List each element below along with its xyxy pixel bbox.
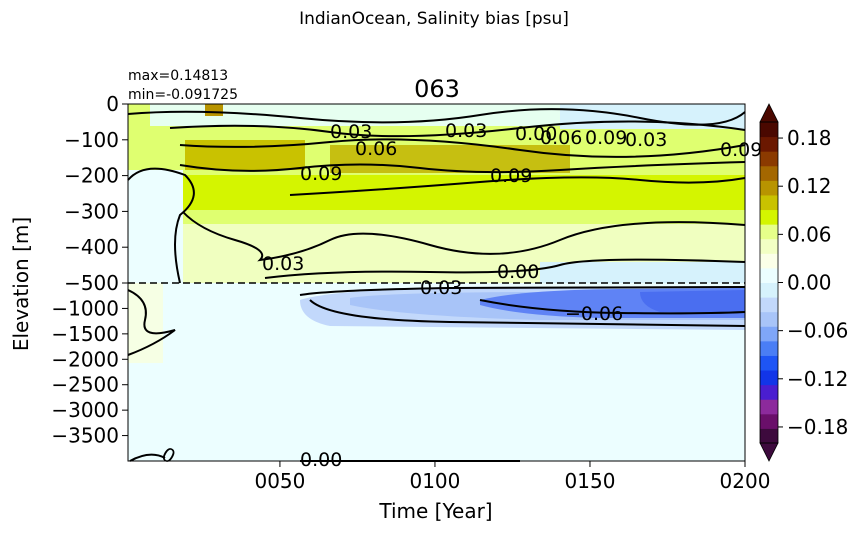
contour-label: 0.03 (262, 253, 304, 275)
contour-label: 0.00 (515, 123, 557, 145)
colorbar-segment (760, 413, 778, 429)
y-tick-label: −100 (64, 128, 119, 152)
y-tick-label: −200 (64, 164, 119, 188)
contour-label: 0.06 (355, 138, 397, 160)
y-tick-label: −400 (64, 235, 119, 259)
colorbar-tick-label: 0.12 (787, 174, 832, 198)
x-axis-label: Time [Year] (378, 499, 492, 523)
colorbar-segment (760, 267, 778, 283)
contour-0.09-b (289, 176, 746, 196)
surface-cyan-patch (560, 104, 745, 129)
y-tick-label: −3000 (51, 398, 119, 422)
band-olive-2 (330, 145, 570, 173)
colorbar-segment (760, 428, 778, 444)
contour-label: 0.03 (330, 121, 372, 143)
lower-left-yellow (128, 283, 163, 363)
colorbar-tick-label: 0.00 (787, 271, 832, 295)
contour-0.00-upper (264, 258, 746, 279)
y-tick-label: 0 (106, 92, 119, 116)
colorbar-extend-min (759, 442, 779, 462)
colorbar-tick-label: −0.12 (787, 367, 848, 391)
y-tick-label: −500 (64, 271, 119, 295)
colorbar-segment (760, 122, 778, 138)
contour-0.06 (179, 138, 746, 158)
surface-orange-patch (205, 104, 223, 116)
colorbar: 0.18 0.12 0.06 0.00 −0.06 −0.12 −0.18 (759, 103, 848, 462)
max-stat: max=0.14813 (128, 68, 228, 84)
x-tick-label: 0150 (565, 469, 616, 493)
contour-label: 0.00 (497, 261, 539, 283)
y-axis-label: Elevation [m] (9, 217, 33, 351)
contour-label: 0.03 (625, 129, 667, 151)
y-tick-label: −300 (64, 199, 119, 223)
y-tick-label: −1500 (51, 322, 119, 346)
y-axis: 0 −100 −200 −300 −400 −500−1000−1500−2000−250… (51, 92, 128, 448)
colorbar-segment (760, 326, 778, 342)
x-tick-label: 0100 (409, 469, 460, 493)
contour-0.06-neg (479, 299, 746, 315)
colorbar-tick-label: −0.18 (787, 415, 848, 439)
contour-0.00-lower (299, 286, 746, 296)
contour-0.09-a (179, 161, 746, 174)
contour-0.03-mid (182, 211, 746, 262)
colorbar-segment (760, 355, 778, 371)
contour-left-zero (127, 167, 195, 284)
colorbar-segment (760, 340, 778, 356)
negative-bias-deep (640, 290, 745, 312)
colorbar-segment (760, 209, 778, 225)
panel-title: 063 (414, 75, 460, 103)
colorbar-tick-label: 0.06 (787, 222, 832, 246)
contour-label: −0.06 (565, 303, 623, 325)
colorbar-segment (760, 399, 778, 415)
x-tick-label: 0050 (254, 469, 305, 493)
y-tick-label: −3500 (51, 424, 119, 448)
colorbar-segment (760, 311, 778, 327)
y-tick-label: −1000 (51, 296, 119, 320)
contour-label: 0.03 (420, 277, 462, 299)
contour-bottom (129, 453, 166, 462)
y-tick-label: −2500 (51, 373, 119, 397)
colorbar-segment (760, 384, 778, 400)
colorbar-tick-label: 0.18 (787, 126, 832, 150)
contour-0.03-neg (309, 299, 746, 327)
colorbar-segment (760, 165, 778, 181)
colorbar-segment (760, 151, 778, 167)
min-stat: min=-0.091725 (128, 87, 238, 103)
colorbar-segment (760, 282, 778, 298)
colorbar-segment (760, 370, 778, 386)
colorbar-tick-label: −0.06 (787, 319, 848, 343)
plot-area: 0.03 0.06 0.09 0.03 0.00 0.06 0.09 0.03 … (127, 103, 763, 471)
colorbar-segment (760, 224, 778, 240)
contour-label: 0.00 (300, 449, 342, 471)
left-cyan-region (128, 170, 183, 283)
contour-left-deep (127, 289, 176, 356)
contour-label-group: 0.03 0.06 0.09 0.03 0.00 0.06 0.09 0.03 … (158, 120, 763, 471)
figure-title: IndianOcean, Salinity bias [psu] (299, 9, 569, 29)
contour-label: 0.06 (540, 127, 582, 149)
colorbar-segment (760, 297, 778, 313)
colorbar-extend-max (759, 103, 779, 123)
colorbar-segment (760, 180, 778, 196)
colorbar-segment (760, 253, 778, 269)
contour-label: 0.09 (585, 127, 627, 149)
colorbar-segment (760, 194, 778, 211)
contour-label: 0.09 (300, 163, 342, 185)
colorbar-segment (760, 238, 778, 254)
x-axis: 0050 0100 0150 0200 (254, 461, 770, 493)
contour-label: 0.09 (490, 165, 532, 187)
lower-right-cyan (540, 262, 745, 283)
contour-label: 0.09 (720, 139, 762, 161)
colorbar-segment (760, 136, 778, 152)
contour-label: 0.03 (445, 120, 487, 142)
x-tick-label: 0200 (720, 469, 771, 493)
contour-near-surface (169, 120, 746, 138)
y-tick-label: −2000 (51, 347, 119, 371)
